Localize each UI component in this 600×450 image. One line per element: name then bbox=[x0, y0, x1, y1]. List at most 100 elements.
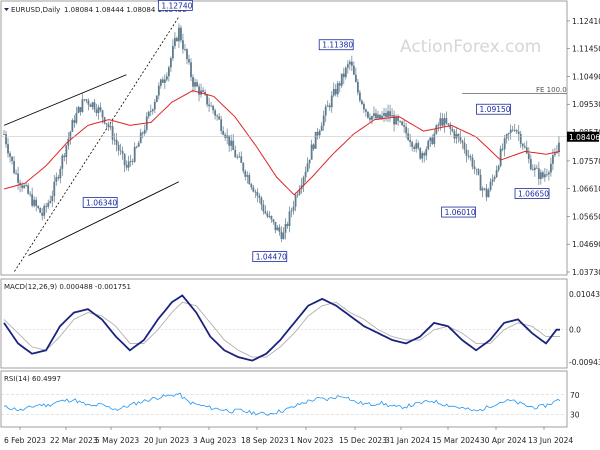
candle-body bbox=[19, 182, 21, 186]
candle-body bbox=[433, 133, 436, 145]
candle-body bbox=[208, 104, 210, 107]
candle-body bbox=[387, 111, 389, 117]
macd-lines bbox=[3, 294, 560, 362]
candle-body bbox=[405, 126, 408, 134]
candle-body bbox=[282, 232, 285, 239]
candle-body bbox=[517, 131, 520, 134]
rsi-title: RSI(14) 60.4997 bbox=[4, 375, 61, 383]
price-tick-label: 1.03730 bbox=[572, 268, 600, 277]
candle-body bbox=[328, 105, 331, 108]
candle-body bbox=[469, 156, 472, 158]
candle-body bbox=[346, 64, 349, 68]
candle-body bbox=[238, 156, 241, 158]
dotted-trendline bbox=[14, 16, 180, 272]
candle-body bbox=[437, 125, 440, 127]
candle-body bbox=[367, 111, 369, 118]
candle-body bbox=[427, 140, 430, 150]
candle-body bbox=[182, 40, 184, 50]
candle-body bbox=[35, 199, 38, 207]
callout-label: 1.06340 bbox=[86, 199, 117, 208]
candle-body bbox=[529, 159, 532, 170]
x-tick-label: 15 Dec 2023 bbox=[339, 436, 387, 445]
candle-body bbox=[159, 79, 162, 86]
candle-body bbox=[37, 206, 40, 208]
candle-body bbox=[171, 46, 174, 59]
candle-body bbox=[15, 173, 17, 174]
candle-body bbox=[552, 155, 554, 164]
candle-body bbox=[149, 111, 152, 112]
candle-body bbox=[286, 224, 289, 226]
candle-body bbox=[509, 129, 512, 134]
candle-body bbox=[123, 153, 126, 166]
candle-body bbox=[25, 185, 28, 187]
candle-body bbox=[294, 195, 297, 207]
candle-body bbox=[244, 171, 247, 177]
candle-body bbox=[503, 138, 506, 150]
candle-body bbox=[131, 161, 134, 162]
candle-body bbox=[258, 195, 261, 198]
macd-tick-label: -0.009436 bbox=[569, 358, 600, 367]
candle-body bbox=[556, 152, 558, 154]
candle-body bbox=[49, 200, 52, 203]
candle-body bbox=[147, 111, 150, 117]
candle-body bbox=[216, 115, 219, 117]
candle-body bbox=[212, 105, 215, 111]
candle-body bbox=[274, 221, 277, 231]
candle-body bbox=[449, 124, 452, 129]
x-tick-label: 1 Nov 2023 bbox=[290, 436, 333, 445]
candle-body bbox=[43, 205, 46, 216]
candle-body bbox=[234, 149, 237, 158]
candle-body bbox=[214, 110, 217, 116]
price-tick-label: 1.12410 bbox=[572, 17, 600, 26]
candle-body bbox=[525, 147, 528, 154]
candle-body bbox=[125, 165, 128, 168]
candle-body bbox=[451, 128, 454, 132]
candle-body bbox=[47, 202, 50, 207]
rsi-panel bbox=[0, 370, 568, 428]
candle-body bbox=[5, 134, 7, 145]
current-price-label: 1.08406 bbox=[569, 133, 600, 142]
candle-body bbox=[483, 188, 486, 190]
candle-body bbox=[178, 27, 180, 42]
candle-body bbox=[415, 143, 418, 149]
candle-body bbox=[186, 49, 188, 60]
trendlines: FE 100.0 bbox=[3, 16, 567, 272]
candle-body bbox=[425, 149, 428, 156]
candle-body bbox=[280, 231, 283, 239]
candle-body bbox=[21, 185, 23, 188]
candle-body bbox=[188, 59, 190, 63]
candle-body bbox=[242, 162, 245, 172]
candle-body bbox=[69, 131, 72, 139]
candle-body bbox=[485, 188, 488, 198]
price-tick-label: 1.06610 bbox=[572, 185, 600, 194]
candle-body bbox=[99, 107, 102, 111]
candle-body bbox=[190, 62, 192, 78]
candle-body bbox=[375, 113, 377, 119]
callout-box bbox=[514, 188, 550, 199]
candle-body bbox=[409, 139, 412, 143]
price-panel bbox=[0, 0, 568, 276]
candle-body bbox=[495, 170, 498, 178]
candle-body bbox=[51, 196, 54, 201]
callout-label: 1.12740 bbox=[161, 1, 192, 10]
candle-body bbox=[77, 107, 80, 113]
candle-body bbox=[377, 114, 379, 119]
moving-average-line bbox=[3, 90, 561, 196]
candle-body bbox=[232, 140, 235, 150]
callout-label: 1.04470 bbox=[256, 253, 287, 262]
chart-header: EURUSD,Daily 1.08084 1.08444 1.08084 1.0… bbox=[4, 6, 187, 14]
candle-body bbox=[411, 142, 414, 147]
candle-body bbox=[336, 83, 339, 95]
candle-body bbox=[97, 107, 100, 113]
candle-body bbox=[535, 167, 538, 169]
candle-body bbox=[3, 134, 5, 135]
candle-body bbox=[395, 116, 397, 125]
candle-body bbox=[240, 156, 243, 163]
candle-body bbox=[121, 151, 124, 154]
candle-body bbox=[340, 73, 343, 86]
candle-body bbox=[33, 199, 36, 206]
current-price-box bbox=[567, 131, 599, 142]
candle-body bbox=[487, 189, 490, 198]
candle-body bbox=[276, 227, 279, 231]
candle-body bbox=[224, 134, 227, 138]
